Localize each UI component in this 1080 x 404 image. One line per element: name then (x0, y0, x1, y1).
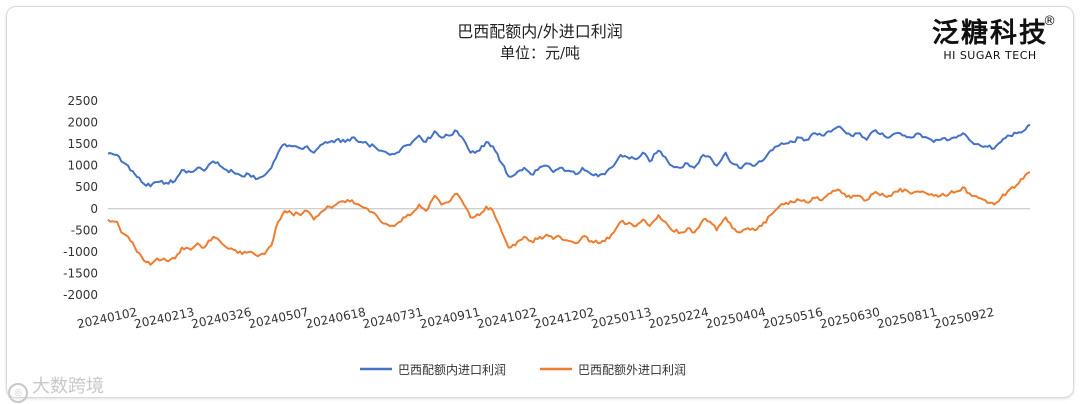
series-line-2 (107, 171, 1031, 266)
x-tick-label: 20250922 (933, 305, 996, 331)
x-tick-label: 20240911 (419, 305, 482, 331)
legend: 巴西配额内进口利润 巴西配额外进口利润 (360, 363, 686, 377)
y-tick-label: 1000 (67, 159, 98, 173)
legend-label: 巴西配额内进口利润 (398, 363, 506, 377)
y-tick-label: 0 (90, 202, 98, 216)
x-tick-label: 20240326 (190, 305, 253, 331)
x-tick-label: 20240618 (304, 305, 367, 331)
x-tick-label: 20240213 (133, 305, 196, 331)
y-axis: -2000 -1500 -1000 -500 0 500 1000 1500 2000 2500 (63, 94, 98, 302)
x-tick-label: 20241202 (533, 305, 596, 331)
y-tick-label: -500 (71, 223, 98, 237)
y-tick-label: -1500 (63, 266, 98, 280)
y-tick-label: 500 (75, 180, 98, 194)
y-tick-label: -2000 (63, 288, 98, 302)
series-line-1 (107, 123, 1031, 188)
x-tick-label: 20250811 (876, 305, 939, 331)
chart-frame (6, 6, 1074, 398)
brand-subtitle: HI SUGAR TECH (943, 49, 1037, 62)
x-tick-label: 20240102 (76, 305, 139, 331)
legend-label: 巴西配额外进口利润 (578, 363, 686, 377)
watermark: ◎ 大数跨境 (8, 372, 104, 403)
chart-subtitle: 单位：元/吨 (499, 44, 581, 62)
x-tick-label: 20250630 (819, 305, 882, 331)
y-tick-label: 2000 (67, 116, 98, 130)
brand-name: 泛糖科技 (932, 18, 1048, 49)
y-tick-label: 1500 (67, 137, 98, 151)
chart-title: 巴西配额内/外进口利润 (457, 22, 623, 41)
x-tick-label: 20250516 (761, 305, 824, 331)
watermark-text: 大数跨境 (32, 376, 104, 397)
registered-mark: ® (1043, 14, 1056, 29)
x-axis: 2024010220240213202403262024050720240618… (76, 305, 996, 331)
x-tick-label: 20250113 (590, 305, 653, 331)
y-tick-label: 2500 (67, 94, 98, 108)
x-tick-label: 20250224 (647, 305, 710, 331)
y-tick-label: -1000 (63, 245, 98, 259)
x-tick-label: 20241022 (476, 305, 539, 331)
x-tick-label: 20240507 (247, 305, 310, 331)
watermark-logo-icon: ◎ (8, 383, 28, 403)
x-tick-label: 20250404 (704, 305, 767, 331)
x-tick-label: 20240731 (362, 305, 425, 331)
brand-logo: 泛糖科技 ® HI SUGAR TECH (930, 14, 1056, 62)
